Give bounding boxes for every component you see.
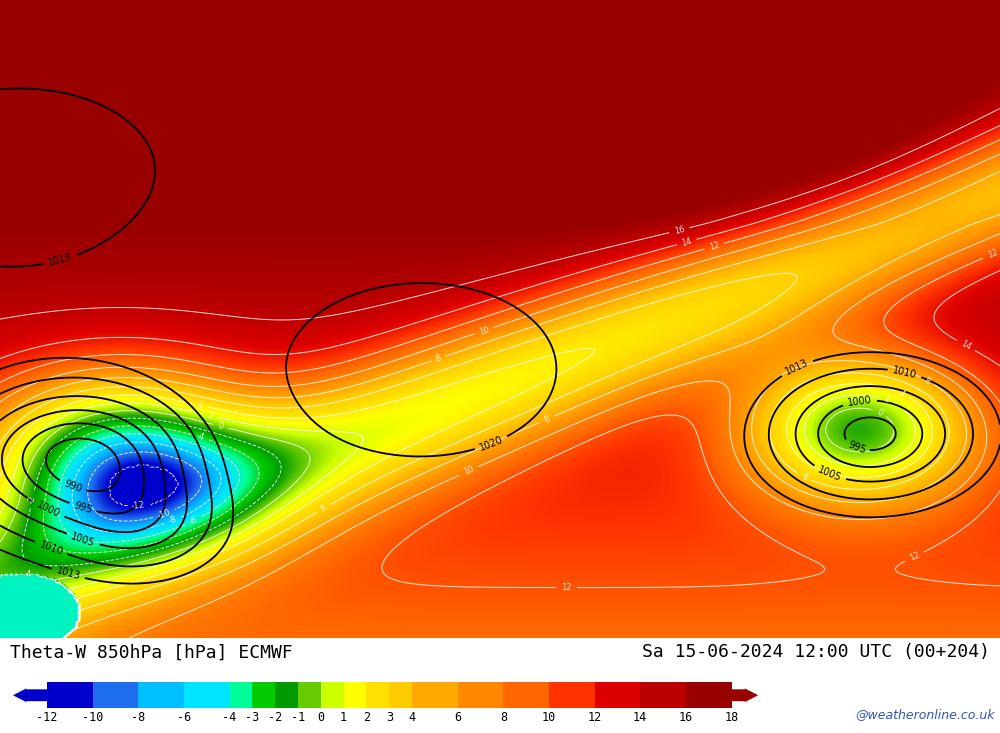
FancyArrow shape [732, 688, 758, 702]
Text: 12: 12 [908, 550, 921, 563]
Text: 6: 6 [800, 472, 809, 482]
Bar [344, 682, 366, 708]
Text: 2: 2 [207, 410, 214, 421]
Text: 1013: 1013 [784, 358, 810, 377]
Text: 0: 0 [875, 408, 884, 418]
Bar [640, 682, 686, 708]
FancyArrow shape [13, 688, 47, 702]
Text: 4: 4 [409, 711, 416, 723]
Text: 1: 1 [340, 711, 347, 723]
Text: 995: 995 [72, 500, 93, 515]
Text: 10: 10 [462, 465, 475, 477]
Text: 12: 12 [986, 248, 999, 260]
Text: Theta-W 850hPa [hPa] ECMWF: Theta-W 850hPa [hPa] ECMWF [10, 644, 293, 661]
Text: 12: 12 [587, 711, 602, 723]
Text: -10: -10 [156, 507, 172, 520]
Text: 8: 8 [435, 353, 443, 364]
Text: -4: -4 [23, 570, 32, 580]
Text: 14: 14 [633, 711, 647, 723]
Bar [138, 682, 184, 708]
Bar [503, 682, 549, 708]
Text: -8: -8 [167, 515, 178, 526]
Text: 4: 4 [197, 400, 204, 410]
Bar [275, 682, 298, 708]
Text: 0: 0 [317, 711, 324, 723]
Text: @weatheronline.co.uk: @weatheronline.co.uk [855, 708, 994, 721]
Text: -3: -3 [245, 711, 259, 723]
Bar [184, 682, 230, 708]
Text: 995: 995 [847, 440, 868, 456]
Bar [298, 682, 321, 708]
Text: 1020: 1020 [478, 435, 505, 453]
Text: 12: 12 [708, 240, 721, 252]
Text: 8: 8 [542, 414, 551, 424]
Text: 16: 16 [679, 711, 693, 723]
Text: 6: 6 [319, 504, 328, 514]
Text: 1000: 1000 [36, 500, 62, 520]
Text: 8: 8 [923, 375, 932, 386]
Text: 0: 0 [217, 421, 224, 431]
Text: 10: 10 [478, 325, 490, 336]
Text: -6: -6 [177, 711, 191, 723]
Text: 1010: 1010 [892, 365, 918, 380]
Text: 990: 990 [62, 479, 83, 495]
Text: 8: 8 [500, 711, 507, 723]
Bar [412, 682, 458, 708]
Text: 2: 2 [363, 711, 370, 723]
Text: -2: -2 [268, 711, 282, 723]
Text: 1000: 1000 [847, 394, 872, 408]
Bar [47, 682, 93, 708]
Bar [366, 682, 389, 708]
Text: 12: 12 [561, 583, 572, 592]
Bar [686, 682, 732, 708]
Text: -12: -12 [131, 500, 145, 511]
Text: -10: -10 [82, 711, 103, 723]
Text: 1010: 1010 [38, 539, 64, 557]
Text: 3: 3 [386, 711, 393, 723]
Bar [93, 682, 138, 708]
Text: 18: 18 [724, 711, 739, 723]
Text: 1013: 1013 [55, 566, 81, 582]
Bar [458, 682, 503, 708]
Text: 1013: 1013 [47, 252, 73, 268]
Text: 1005: 1005 [70, 531, 96, 548]
Text: -12: -12 [36, 711, 58, 723]
Text: -4: -4 [222, 711, 237, 723]
Text: -1: -1 [291, 711, 305, 723]
Text: -2: -2 [63, 585, 75, 597]
Text: -2: -2 [27, 494, 38, 504]
Bar [321, 682, 344, 708]
Text: -8: -8 [131, 711, 145, 723]
Bar [230, 682, 252, 708]
Text: 14: 14 [680, 236, 693, 248]
Bar [595, 682, 640, 708]
Text: 1005: 1005 [816, 465, 843, 483]
Bar [549, 682, 595, 708]
Text: -6: -6 [187, 515, 199, 527]
Text: 10: 10 [542, 711, 556, 723]
Text: 14: 14 [959, 339, 973, 352]
Bar [252, 682, 275, 708]
Text: 2: 2 [883, 395, 891, 405]
Text: -4: -4 [195, 432, 206, 443]
Bar [389, 682, 412, 708]
Text: 4: 4 [898, 388, 907, 399]
Text: 16: 16 [673, 224, 685, 236]
Text: 6: 6 [454, 711, 461, 723]
Text: Sa 15-06-2024 12:00 UTC (00+204): Sa 15-06-2024 12:00 UTC (00+204) [642, 644, 990, 661]
